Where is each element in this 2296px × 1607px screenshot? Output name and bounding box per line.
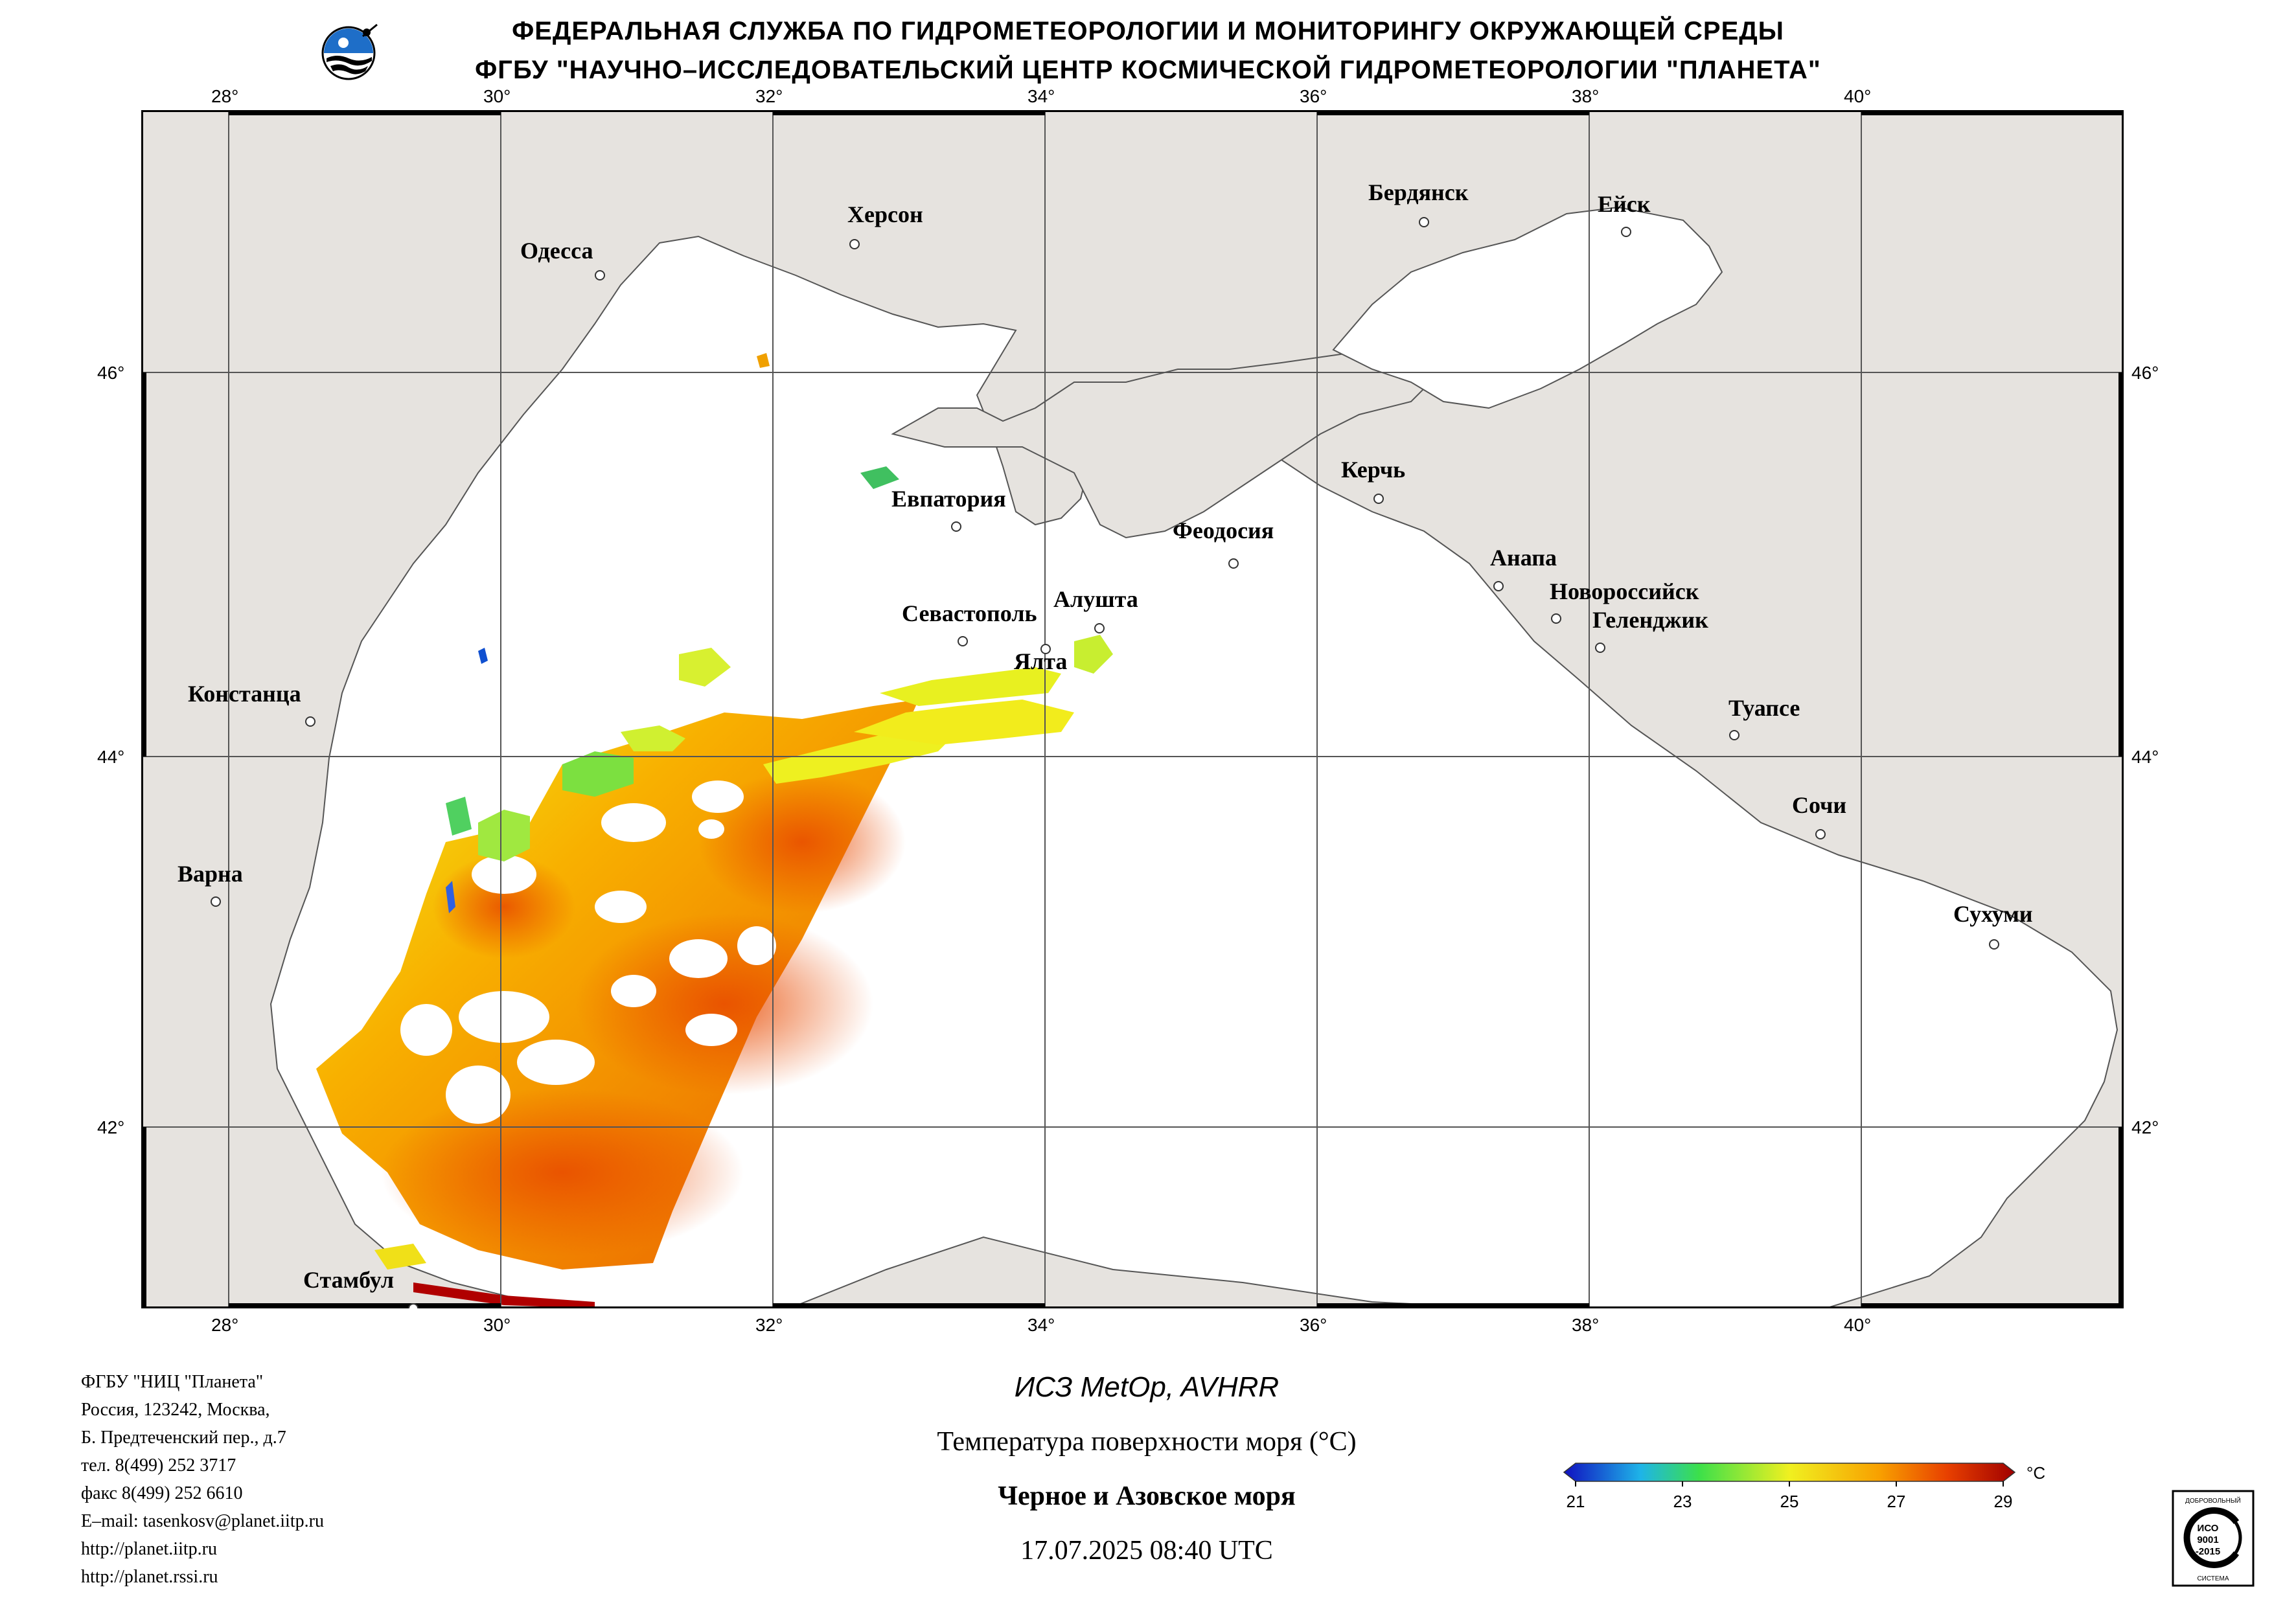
lat-label-right-42: 42° — [2131, 1117, 2159, 1137]
org-fax: факс 8(499) 252 6610 — [81, 1483, 243, 1503]
iso-top-text: ДОБРОВОЛЬНЫЙ — [2185, 1496, 2241, 1505]
crimea — [891, 348, 1432, 539]
iso-9001-badge: ДОБРОВОЛЬНЫЙ ИСО 9001 -2015 СИСТЕМА — [2172, 1490, 2255, 1587]
lon-label-top-36: 36° — [1300, 86, 1327, 106]
city-label-alushta: Алушта — [1053, 586, 1138, 612]
lon-label-top-32: 32° — [755, 86, 783, 106]
colorbar-bar — [1563, 1463, 2016, 1482]
sea-of-azov — [1332, 206, 1723, 409]
header-line-2: ФГБУ "НАУЧНО–ИССЛЕДОВАТЕЛЬСКИЙ ЦЕНТР КОС… — [475, 56, 1821, 84]
city-label-sukhumi: Сухуми — [1953, 901, 2033, 927]
city-label-yeysk: Ейск — [1598, 191, 1651, 217]
org-email: E–mail: tasenkosv@planet.iitp.ru — [81, 1511, 324, 1531]
product-info: ИСЗ MetOp, AVHRR Температура поверхности… — [713, 1360, 1581, 1578]
colorbar-legend: 21 23 25 27 29 °C — [1563, 1463, 2045, 1511]
city-label-kerch: Керчь — [1341, 457, 1406, 483]
city-label-sochi: Сочи — [1792, 792, 1847, 818]
city-label-kherson: Херсон — [847, 201, 923, 227]
map-frame-bars — [141, 110, 2124, 1308]
city-label-evpatoria: Евпатория — [891, 486, 1006, 512]
colorbar-unit: °C — [2026, 1463, 2045, 1483]
colorbar-tick-27: 27 — [1887, 1492, 1906, 1511]
city-label-yalta: Ялта — [1014, 648, 1068, 674]
header-line-1: ФЕДЕРАЛЬНАЯ СЛУЖБА ПО ГИДРОМЕТЕОРОЛОГИИ … — [512, 17, 1784, 45]
org-url-2: http://planet.rssi.ru — [81, 1567, 218, 1587]
city-label-feodosia: Феодосия — [1173, 518, 1274, 543]
org-contacts: ФГБУ "НИЦ "Планета" Россия, 123242, Моск… — [81, 1368, 324, 1591]
planeta-logo — [321, 23, 378, 80]
lon-label-bottom-38: 38° — [1572, 1315, 1600, 1335]
lat-label-right-44: 44° — [2131, 747, 2159, 767]
lon-label-bottom-34: 34° — [1027, 1315, 1055, 1335]
org-url-1: http://planet.iitp.ru — [81, 1539, 217, 1559]
lon-label-top-28: 28° — [211, 86, 239, 106]
lon-label-top-34: 34° — [1027, 86, 1055, 106]
product-label: Температура поверхности моря (°C) — [937, 1427, 1357, 1457]
lon-label-bottom-32: 32° — [755, 1315, 783, 1335]
city-label-sevastopol: Севастополь — [902, 600, 1037, 626]
colorbar-tick-25: 25 — [1780, 1492, 1799, 1511]
lat-label-right-46: 46° — [2131, 363, 2159, 383]
lon-label-bottom-30: 30° — [483, 1315, 511, 1335]
city-markers — [211, 217, 1999, 1308]
lon-label-top-40: 40° — [1844, 86, 1872, 106]
city-label-tuapse: Туапсе — [1728, 695, 1800, 721]
org-country-city: Россия, 123242, Москва, — [81, 1400, 270, 1420]
datetime-label: 17.07.2025 08:40 UTC — [1020, 1536, 1273, 1566]
colorbar-tick-21: 21 — [1567, 1492, 1585, 1511]
city-label-gelendzhik: Геленджик — [1592, 607, 1708, 633]
iso-main-text: ИСО — [2198, 1523, 2219, 1534]
city-label-odessa: Одесса — [520, 238, 593, 264]
lat-label-left-46: 46° — [97, 363, 125, 383]
city-label-constanta: Констанца — [188, 681, 301, 707]
org-street: Б. Предтеченский пер., д.7 — [81, 1428, 286, 1448]
city-label-berdyansk: Бердянск — [1368, 179, 1469, 205]
lon-label-bottom-36: 36° — [1300, 1315, 1327, 1335]
lat-label-left-44: 44° — [97, 747, 125, 767]
lat-label-left-42: 42° — [97, 1117, 125, 1137]
graticule — [141, 110, 2124, 1308]
region-label: Черное и Азовское моря — [998, 1481, 1296, 1511]
city-label-anapa: Анапа — [1490, 545, 1557, 571]
org-phone: тел. 8(499) 252 3717 — [81, 1455, 236, 1476]
lon-label-top-30: 30° — [483, 86, 511, 106]
colorbar-tick-29: 29 — [1994, 1492, 2013, 1511]
colorbar-tick-23: 23 — [1673, 1492, 1692, 1511]
city-label-novorossiysk: Новороссийск — [1550, 578, 1699, 604]
satellite-label: ИСЗ MetOp, AVHRR — [1014, 1371, 1280, 1403]
city-label-varna: Варна — [178, 861, 243, 887]
iso-year-text: -2015 — [2196, 1546, 2220, 1557]
iso-bottom-text: СИСТЕМА — [2197, 1575, 2229, 1582]
sst-map — [141, 110, 2124, 1308]
org-name: ФГБУ "НИЦ "Планета" — [81, 1372, 264, 1392]
lon-label-bottom-28: 28° — [211, 1315, 239, 1335]
header: ФЕДЕРАЛЬНАЯ СЛУЖБА ПО ГИДРОМЕТЕОРОЛОГИИ … — [0, 12, 2296, 89]
lon-label-top-38: 38° — [1572, 86, 1600, 106]
lon-label-bottom-40: 40° — [1844, 1315, 1872, 1335]
iso-std-text: 9001 — [2197, 1534, 2218, 1545]
city-label-istanbul: Стамбул — [303, 1267, 395, 1293]
